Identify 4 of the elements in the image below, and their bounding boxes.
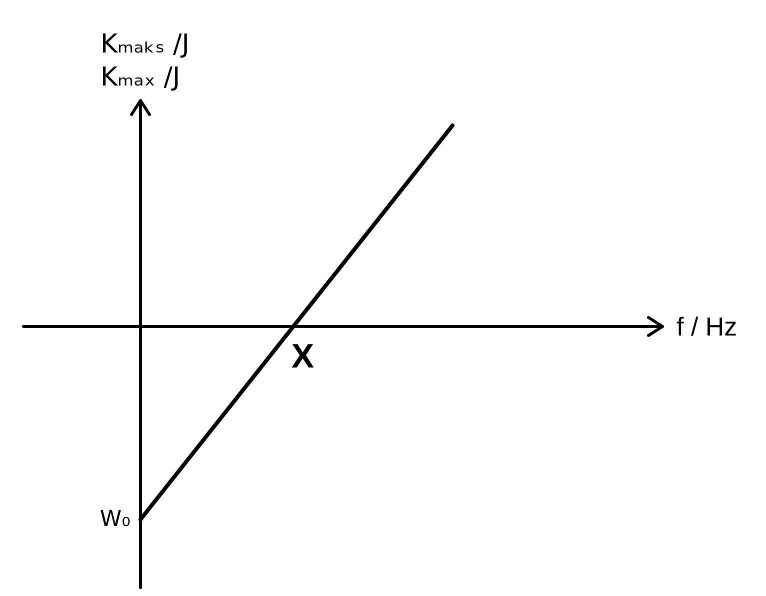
y-axis-title: Kₘₐₖₛ /J Kₘₐₓ /J [100,30,190,92]
annotation: X [291,338,314,376]
annotation: W₀ [100,506,131,532]
x-axis-title: f / Hz [676,312,738,342]
